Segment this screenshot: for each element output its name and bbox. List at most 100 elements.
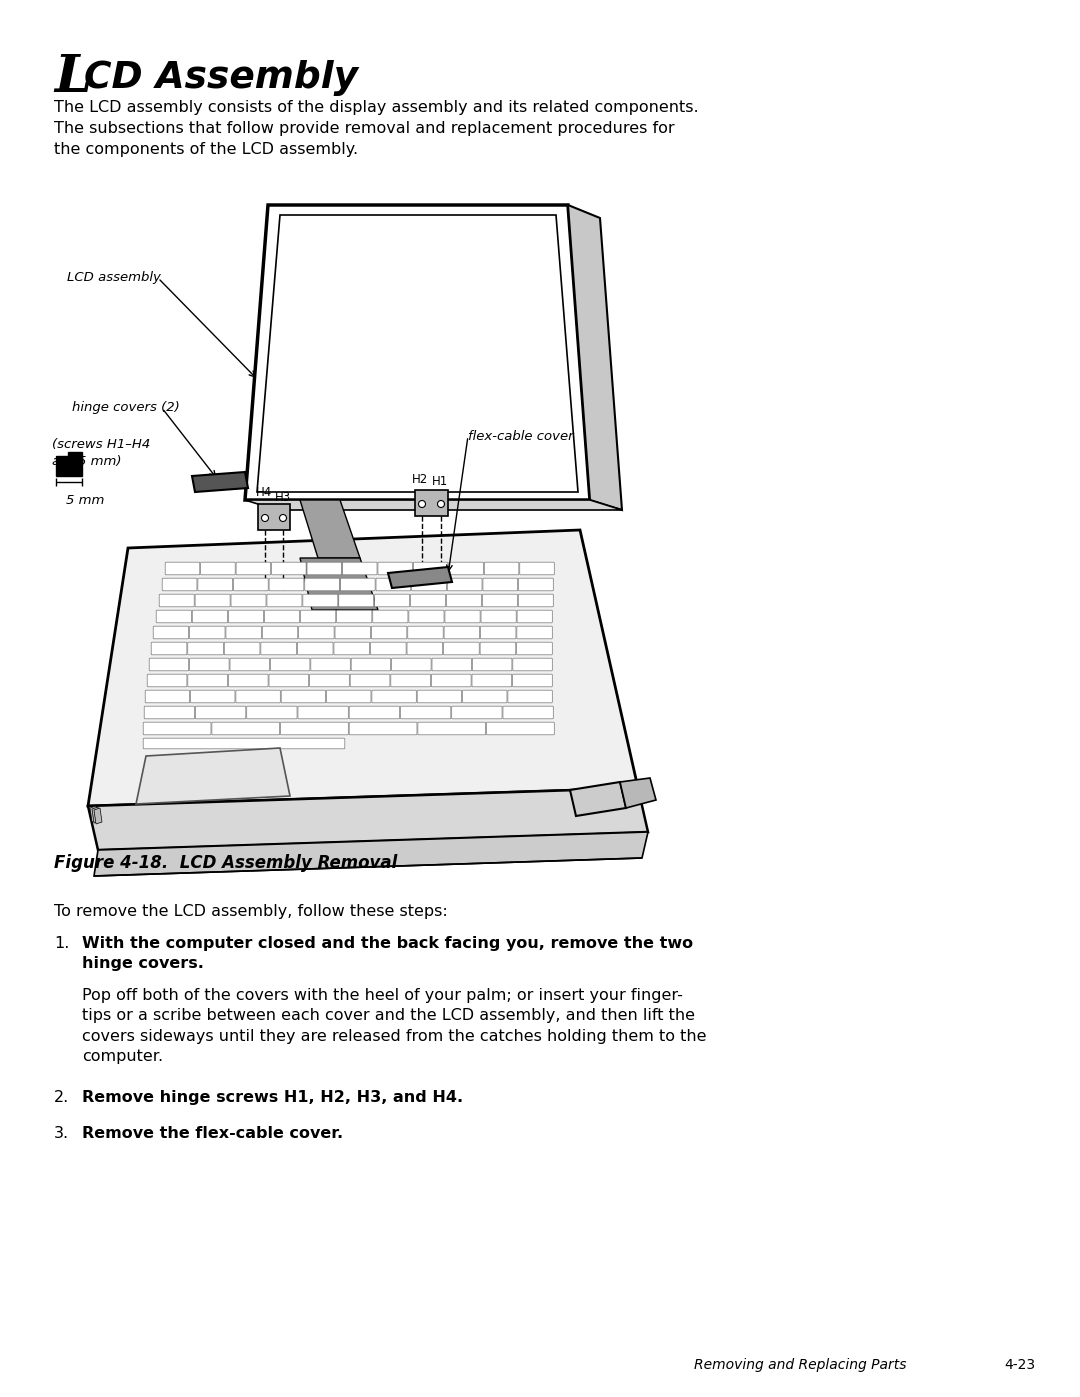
FancyBboxPatch shape bbox=[418, 722, 486, 735]
FancyBboxPatch shape bbox=[517, 610, 552, 623]
FancyBboxPatch shape bbox=[235, 690, 281, 703]
FancyBboxPatch shape bbox=[147, 675, 187, 687]
FancyBboxPatch shape bbox=[162, 578, 197, 591]
FancyBboxPatch shape bbox=[444, 643, 480, 655]
FancyBboxPatch shape bbox=[414, 562, 448, 574]
FancyBboxPatch shape bbox=[267, 594, 302, 606]
FancyBboxPatch shape bbox=[231, 594, 266, 606]
FancyBboxPatch shape bbox=[305, 578, 339, 591]
FancyBboxPatch shape bbox=[269, 675, 309, 687]
FancyBboxPatch shape bbox=[151, 643, 187, 655]
FancyBboxPatch shape bbox=[503, 707, 553, 719]
FancyBboxPatch shape bbox=[407, 643, 443, 655]
FancyBboxPatch shape bbox=[513, 658, 552, 671]
FancyBboxPatch shape bbox=[300, 610, 336, 623]
FancyBboxPatch shape bbox=[237, 562, 271, 574]
Polygon shape bbox=[264, 219, 572, 486]
Polygon shape bbox=[300, 500, 360, 557]
FancyBboxPatch shape bbox=[447, 578, 482, 591]
Text: Pop off both of the covers with the heel of your palm; or insert your finger-
ti: Pop off both of the covers with the heel… bbox=[82, 988, 706, 1065]
FancyBboxPatch shape bbox=[417, 690, 461, 703]
Text: LCD assembly: LCD assembly bbox=[67, 271, 161, 285]
FancyBboxPatch shape bbox=[271, 562, 306, 574]
Polygon shape bbox=[245, 500, 622, 510]
FancyBboxPatch shape bbox=[484, 562, 518, 574]
Text: Remove the flex-cable cover.: Remove the flex-cable cover. bbox=[82, 1126, 343, 1141]
Text: 3.: 3. bbox=[54, 1126, 69, 1141]
FancyBboxPatch shape bbox=[281, 690, 326, 703]
FancyBboxPatch shape bbox=[299, 626, 334, 638]
FancyBboxPatch shape bbox=[342, 562, 377, 574]
Circle shape bbox=[261, 514, 269, 521]
FancyBboxPatch shape bbox=[188, 643, 224, 655]
FancyBboxPatch shape bbox=[376, 578, 410, 591]
FancyBboxPatch shape bbox=[144, 722, 211, 735]
Text: Figure 4-18.  LCD Assembly Removal: Figure 4-18. LCD Assembly Removal bbox=[54, 854, 397, 872]
FancyBboxPatch shape bbox=[370, 643, 406, 655]
Text: Remove hinge screws H1, H2, H3, and H4.: Remove hinge screws H1, H2, H3, and H4. bbox=[82, 1090, 463, 1105]
FancyBboxPatch shape bbox=[472, 658, 512, 671]
FancyBboxPatch shape bbox=[195, 707, 246, 719]
Polygon shape bbox=[568, 205, 622, 510]
FancyBboxPatch shape bbox=[411, 578, 446, 591]
Polygon shape bbox=[90, 806, 98, 821]
FancyBboxPatch shape bbox=[198, 578, 232, 591]
FancyBboxPatch shape bbox=[311, 658, 350, 671]
FancyBboxPatch shape bbox=[265, 610, 299, 623]
Polygon shape bbox=[92, 807, 100, 823]
FancyBboxPatch shape bbox=[188, 675, 228, 687]
Text: H4: H4 bbox=[256, 486, 272, 499]
FancyBboxPatch shape bbox=[165, 562, 200, 574]
FancyBboxPatch shape bbox=[409, 610, 444, 623]
Text: H1: H1 bbox=[432, 475, 448, 488]
FancyBboxPatch shape bbox=[378, 562, 413, 574]
FancyBboxPatch shape bbox=[233, 578, 268, 591]
FancyBboxPatch shape bbox=[334, 643, 369, 655]
Bar bbox=[56, 455, 82, 476]
Text: Removing and Replacing Parts: Removing and Replacing Parts bbox=[694, 1358, 906, 1372]
Polygon shape bbox=[136, 747, 291, 805]
Text: 4-23: 4-23 bbox=[1004, 1358, 1035, 1372]
Polygon shape bbox=[300, 557, 378, 610]
FancyBboxPatch shape bbox=[451, 707, 502, 719]
Polygon shape bbox=[258, 504, 291, 529]
FancyBboxPatch shape bbox=[261, 643, 297, 655]
FancyBboxPatch shape bbox=[432, 658, 472, 671]
FancyBboxPatch shape bbox=[349, 707, 400, 719]
Polygon shape bbox=[415, 490, 448, 515]
FancyBboxPatch shape bbox=[228, 610, 264, 623]
FancyBboxPatch shape bbox=[337, 610, 372, 623]
Polygon shape bbox=[87, 788, 648, 849]
Text: 2.: 2. bbox=[54, 1090, 69, 1105]
FancyBboxPatch shape bbox=[391, 675, 431, 687]
FancyBboxPatch shape bbox=[157, 610, 191, 623]
FancyBboxPatch shape bbox=[372, 626, 407, 638]
Text: To remove the LCD assembly, follow these steps:: To remove the LCD assembly, follow these… bbox=[54, 904, 448, 919]
FancyBboxPatch shape bbox=[230, 658, 270, 671]
Polygon shape bbox=[620, 778, 656, 807]
FancyBboxPatch shape bbox=[190, 626, 225, 638]
Circle shape bbox=[419, 500, 426, 507]
Polygon shape bbox=[388, 567, 453, 588]
FancyBboxPatch shape bbox=[281, 722, 348, 735]
FancyBboxPatch shape bbox=[190, 658, 229, 671]
Text: CD Assembly: CD Assembly bbox=[84, 60, 359, 96]
Circle shape bbox=[437, 500, 445, 507]
FancyBboxPatch shape bbox=[340, 578, 375, 591]
FancyBboxPatch shape bbox=[339, 594, 374, 606]
FancyBboxPatch shape bbox=[212, 722, 280, 735]
Text: (screws H1–H4
are 5 mm): (screws H1–H4 are 5 mm) bbox=[52, 439, 150, 468]
FancyBboxPatch shape bbox=[302, 594, 338, 606]
FancyBboxPatch shape bbox=[351, 658, 391, 671]
Text: 5 mm: 5 mm bbox=[66, 495, 105, 507]
FancyBboxPatch shape bbox=[270, 658, 310, 671]
FancyBboxPatch shape bbox=[298, 707, 348, 719]
FancyBboxPatch shape bbox=[401, 707, 450, 719]
FancyBboxPatch shape bbox=[518, 578, 553, 591]
FancyBboxPatch shape bbox=[144, 738, 345, 749]
FancyBboxPatch shape bbox=[153, 626, 189, 638]
Polygon shape bbox=[570, 782, 626, 816]
Text: H3: H3 bbox=[275, 490, 292, 504]
FancyBboxPatch shape bbox=[228, 675, 268, 687]
FancyBboxPatch shape bbox=[472, 675, 512, 687]
